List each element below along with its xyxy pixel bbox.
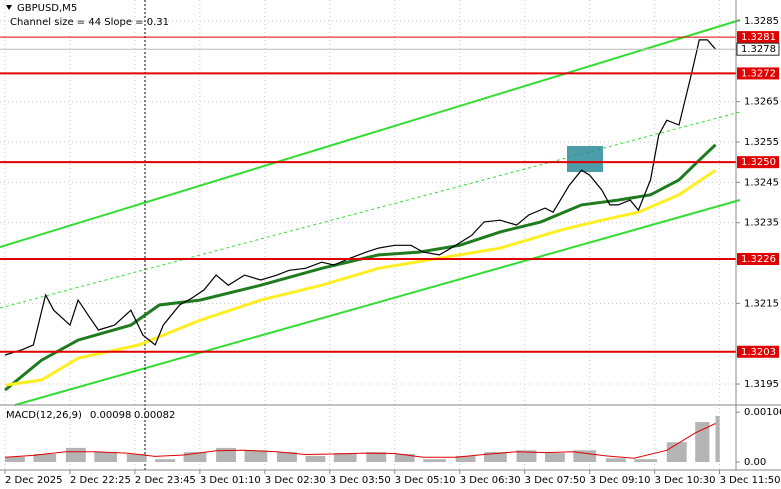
- x-tick-label: 2 Dec 23:45: [135, 475, 196, 486]
- y-tick-label: 1.3235: [744, 218, 779, 229]
- level-label-box: [737, 252, 779, 265]
- macd-bar: [715, 415, 720, 463]
- level-label: 1.3281: [741, 32, 776, 43]
- x-tick-label: 2 Dec 2025: [5, 475, 63, 486]
- y-tick-label: 1.3265: [744, 97, 779, 108]
- x-tick-label: 3 Dec 11:50: [720, 475, 781, 486]
- level-label-box: [737, 345, 779, 358]
- macd-bar: [277, 452, 297, 463]
- macd-main: 0.00098: [90, 410, 131, 421]
- macd-bar: [366, 452, 387, 463]
- signal-box: [567, 146, 603, 172]
- x-tick-label: 3 Dec 09:10: [590, 475, 651, 486]
- macd-signal: 0.00082: [134, 410, 175, 421]
- dropdown-icon[interactable]: [6, 5, 12, 10]
- macd-bar: [305, 455, 326, 463]
- macd-bar: [605, 458, 626, 463]
- level-label-box: [737, 31, 779, 44]
- last-price-label: 1.3278: [741, 44, 776, 55]
- macd-signal-line: [4, 423, 716, 459]
- x-tick-label: 3 Dec 07:50: [525, 475, 586, 486]
- level-label-box: [737, 156, 779, 169]
- moving-average: [4, 143, 717, 392]
- y-tick-label: 1.3195: [744, 379, 779, 390]
- macd-bar: [183, 452, 207, 463]
- channel-upper: [0, 19, 741, 248]
- channel-lower: [14, 199, 741, 406]
- macd-bar: [455, 455, 476, 463]
- macd-bar: [544, 453, 565, 463]
- macd-bar: [695, 422, 710, 463]
- macd-bar: [244, 450, 268, 463]
- macd-bar: [65, 447, 86, 463]
- level-label: 1.3203: [741, 347, 776, 358]
- macd-bar: [4, 456, 25, 463]
- macd-bar: [573, 450, 597, 463]
- y-tick-label: 1.3255: [744, 137, 779, 148]
- level-label: 1.3226: [741, 254, 776, 265]
- x-tick-label: 3 Dec 03:50: [330, 475, 391, 486]
- macd-bar: [94, 452, 118, 463]
- macd-bar: [394, 454, 415, 463]
- macd-bar: [155, 459, 176, 463]
- y-tick-label: 1.3215: [744, 298, 779, 309]
- chart-title: GBPUSD,M5: [17, 3, 77, 14]
- x-tick-label: 3 Dec 10:30: [655, 475, 716, 486]
- macd-bar: [216, 447, 237, 463]
- level-label-box: [737, 67, 779, 80]
- grid: [0, 0, 735, 470]
- macd-bar: [666, 442, 687, 463]
- macd-bar: [516, 450, 537, 463]
- plot: [0, 36, 736, 463]
- macd-bar: [33, 454, 57, 463]
- channel-middle: [0, 111, 741, 309]
- x-tick-label: 3 Dec 01:10: [200, 475, 261, 486]
- y-tick-label: 0.00106: [744, 407, 781, 418]
- y-tick-label: 1.3285: [744, 16, 779, 27]
- price-line: [4, 39, 716, 356]
- level-label: 1.3272: [741, 68, 776, 79]
- macd-bar: [126, 454, 147, 463]
- y-tick-label: 1.3245: [744, 177, 779, 188]
- x-tick-label: 3 Dec 06:30: [460, 475, 521, 486]
- x-tick-label: 3 Dec 02:30: [265, 475, 326, 486]
- macd-bar: [423, 459, 446, 463]
- moving-average: [4, 168, 717, 387]
- level-label: 1.3250: [741, 157, 776, 168]
- macd-bar: [484, 452, 507, 463]
- x-tick-label: 2 Dec 22:25: [70, 475, 131, 486]
- last-price-box: [736, 42, 780, 56]
- macd-bar: [634, 459, 658, 463]
- chart-subtitle: Channel size = 44 Slope = 0.31: [10, 17, 169, 28]
- macd-title: MACD(12,26,9): [6, 410, 82, 421]
- macd-bar: [333, 453, 357, 463]
- y-tick-label: 0.00: [744, 457, 766, 468]
- x-tick-label: 3 Dec 05:10: [395, 475, 456, 486]
